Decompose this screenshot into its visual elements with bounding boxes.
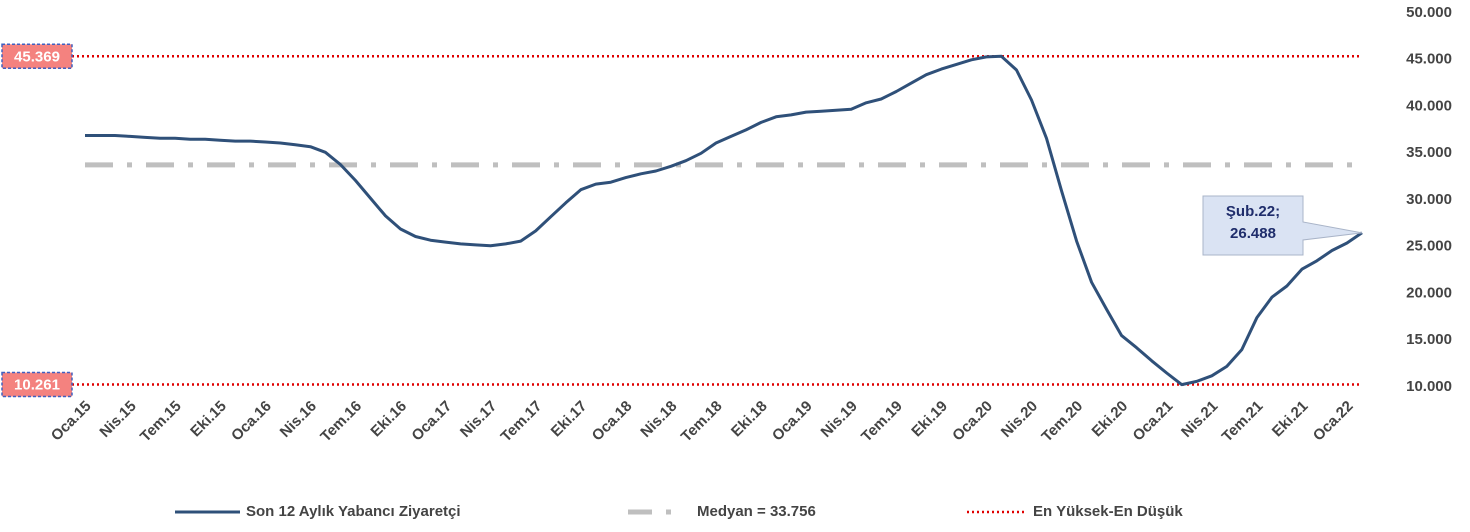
x-tick-label: Nis.21: [1178, 398, 1221, 441]
y-tick-label: 25.000: [1406, 238, 1452, 255]
x-tick-label: Nis.15: [96, 398, 139, 441]
x-tick-label: Tem.18: [678, 398, 726, 446]
series-line: [85, 54, 1363, 387]
x-tick-label: Tem.16: [317, 398, 365, 446]
y-tick-label: 10.000: [1406, 378, 1452, 395]
x-tick-label: Eki.20: [1089, 398, 1132, 441]
max-label-box: [1, 43, 73, 70]
x-tick-label: Oca.20: [949, 398, 996, 445]
x-tick-label: Oca.15: [48, 398, 95, 445]
y-tick-label: 40.000: [1406, 97, 1452, 114]
annotation-text: 26.488: [1230, 225, 1276, 242]
y-tick-label: 15.000: [1406, 331, 1452, 348]
x-tick-label: Tem.15: [137, 398, 185, 446]
x-tick-label: Eki.17: [548, 398, 591, 441]
x-tick-label: Eki.19: [908, 398, 951, 441]
legend-label: En Yüksek-En Düşük: [1033, 503, 1183, 520]
min-label-box: [1, 371, 73, 398]
x-tick-label: Tem.20: [1038, 398, 1086, 446]
x-tick-label: Oca.16: [228, 398, 275, 445]
legend-label: Medyan = 33.756: [697, 503, 816, 520]
x-tick-label: Tem.21: [1219, 398, 1267, 446]
x-tick-label: Tem.19: [858, 398, 906, 446]
y-tick-label: 45.000: [1406, 51, 1452, 68]
x-tick-label: Eki.18: [728, 398, 771, 441]
min-label: 10.261: [14, 377, 60, 394]
x-tick-label: Nis.20: [998, 398, 1041, 441]
x-tick-label: Oca.17: [408, 398, 455, 445]
x-tick-label: Oca.21: [1130, 398, 1177, 445]
max-label: 45.369: [14, 48, 60, 65]
y-tick-label: 50.000: [1406, 4, 1452, 21]
x-tick-label: Eki.15: [187, 398, 230, 441]
x-tick-label: Eki.16: [367, 398, 410, 441]
y-tick-label: 20.000: [1406, 284, 1452, 301]
y-tick-label: 35.000: [1406, 144, 1452, 161]
x-tick-label: Nis.18: [637, 398, 680, 441]
x-tick-label: Nis.16: [277, 398, 320, 441]
x-tick-label: Oca.18: [589, 398, 636, 445]
y-tick-label: 30.000: [1406, 191, 1452, 208]
x-tick-label: Nis.17: [457, 398, 500, 441]
x-tick-label: Nis.19: [818, 398, 861, 441]
x-tick-label: Oca.22: [1310, 398, 1357, 445]
legend-label: Son 12 Aylık Yabancı Ziyaretçi: [246, 503, 461, 520]
x-tick-label: Tem.17: [498, 398, 546, 446]
annotation-box: [1202, 195, 1363, 256]
x-tick-label: Eki.21: [1269, 398, 1312, 441]
annotation-text: Şub.22;: [1226, 203, 1280, 220]
x-tick-label: Oca.19: [769, 398, 816, 445]
